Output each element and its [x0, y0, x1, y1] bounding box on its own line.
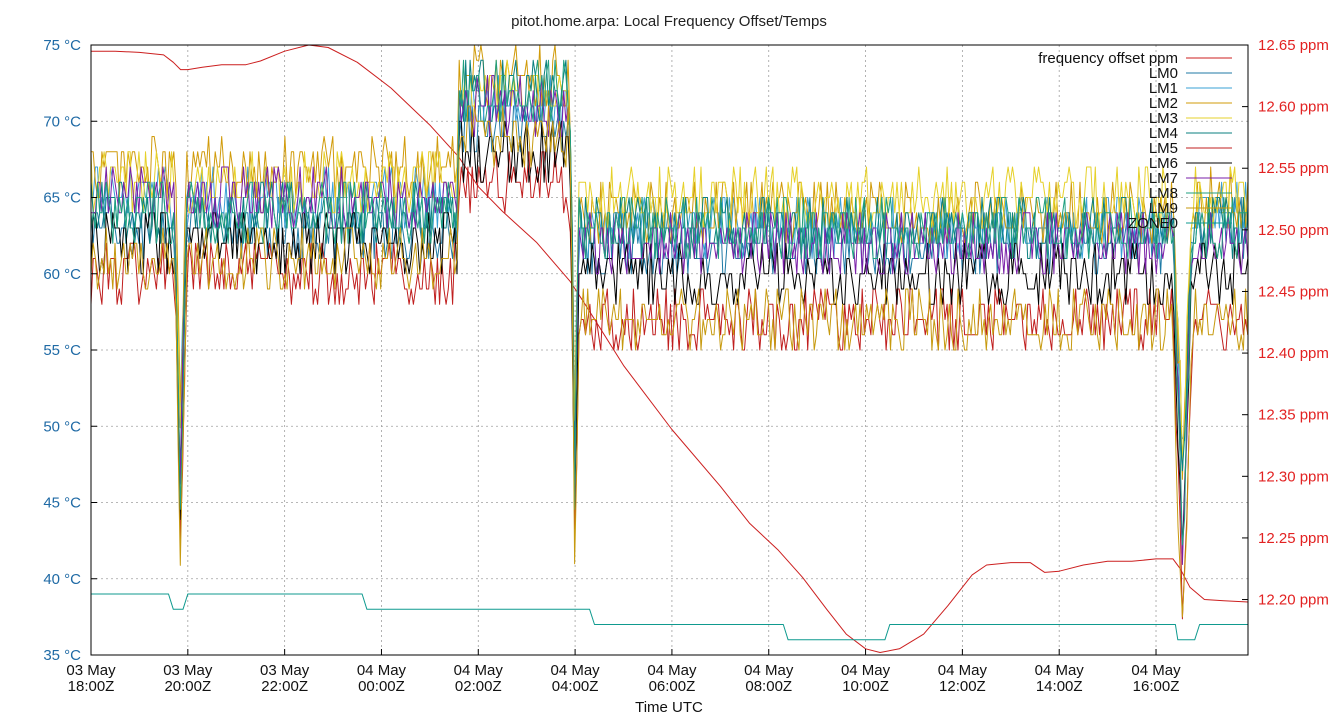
x-tick-label: 04:00Z: [552, 678, 599, 695]
y-right-tick-label: 12.30 ppm: [1258, 468, 1329, 485]
legend-label: ZONE0: [1128, 215, 1178, 232]
x-axis-label: Time UTC: [635, 699, 703, 716]
legend-label: LM2: [1149, 95, 1178, 112]
series-line-frequency-offset-ppm: [91, 44, 1249, 653]
series-line-lm2: [91, 44, 1249, 480]
y-left-tick-label: 40 °C: [43, 571, 81, 588]
y-left-tick-label: 45 °C: [43, 495, 81, 512]
y-left-tick-label: 60 °C: [43, 266, 81, 283]
legend-label: LM8: [1149, 185, 1178, 202]
x-tick-label: 04 May: [647, 662, 697, 679]
x-tick-label: 08:00Z: [745, 678, 792, 695]
y-left-tick-label: 55 °C: [43, 342, 81, 359]
y-right-tick-label: 12.65 ppm: [1258, 37, 1329, 54]
legend-label: LM1: [1149, 80, 1178, 97]
series-line-lm0: [90, 90, 1248, 474]
x-tick-label: 16:00Z: [1133, 678, 1180, 695]
y-right-tick-label: 12.40 ppm: [1258, 345, 1329, 362]
plot-frame: [90, 44, 1249, 656]
x-tick-label: 03 May: [260, 662, 310, 679]
plot-series: [90, 44, 1249, 653]
y-left-tick-label: 65 °C: [43, 190, 81, 207]
y-left-tick-label: 50 °C: [43, 418, 81, 435]
x-tick-label: 04 May: [744, 662, 794, 679]
x-tick-label: 04 May: [550, 662, 600, 679]
y-right-tick-label: 12.55 ppm: [1258, 160, 1329, 177]
y-right-tick-label: 12.50 ppm: [1258, 222, 1329, 239]
x-tick-label: 04 May: [454, 662, 504, 679]
legend-label: LM4: [1149, 125, 1178, 142]
x-tick-label: 04 May: [938, 662, 988, 679]
y-right-tick-label: 12.20 ppm: [1258, 592, 1329, 609]
x-tick-label: 22:00Z: [261, 678, 308, 695]
legend-label: LM3: [1149, 110, 1178, 127]
x-tick-label: 04 May: [1131, 662, 1181, 679]
grid: [90, 44, 1248, 656]
y-left-tick-label: 70 °C: [43, 113, 81, 130]
x-tick-label: 04 May: [841, 662, 891, 679]
axes: 35 °C 40 °C 45 °C 50 °C 55 °C 60 °C 65 °C 70 °C…: [43, 37, 1329, 695]
x-tick-label: 04 May: [1035, 662, 1085, 679]
x-tick-label: 00:00Z: [358, 678, 405, 695]
x-tick-label: 03 May: [163, 662, 213, 679]
legend-label: frequency offset ppm: [1038, 50, 1178, 67]
chart-title: pitot.home.arpa: Local Frequency Offset/…: [511, 13, 827, 30]
x-tick-label: 18:00Z: [68, 678, 115, 695]
x-tick-label: 20:00Z: [164, 678, 211, 695]
x-tick-label: 12:00Z: [939, 678, 986, 695]
legend-label: LM6: [1149, 155, 1178, 172]
legend: frequency offset ppmLM0LM1LM2LM3LM4LM5LM…: [1038, 50, 1232, 232]
x-tick-label: 03 May: [66, 662, 116, 679]
y-left-tick-label: 35 °C: [43, 647, 81, 664]
legend-label: LM5: [1149, 140, 1178, 157]
y-right-tick-label: 12.45 ppm: [1258, 283, 1329, 300]
legend-label: LM0: [1149, 65, 1178, 82]
y-right-tick-label: 12.35 ppm: [1258, 407, 1329, 424]
series-line-lm8: [90, 59, 1248, 546]
y-left-tick-label: 75 °C: [43, 37, 81, 54]
x-tick-label: 10:00Z: [842, 678, 889, 695]
series-line-lm3: [90, 59, 1248, 461]
x-tick-label: 04 May: [357, 662, 407, 679]
y-right-tick-label: 12.25 ppm: [1258, 530, 1329, 547]
x-tick-label: 14:00Z: [1036, 678, 1083, 695]
y-right-tick-label: 12.60 ppm: [1258, 99, 1329, 116]
legend-label: LM7: [1149, 170, 1178, 187]
x-tick-label: 06:00Z: [649, 678, 696, 695]
series-line-lm9: [90, 105, 1249, 618]
series-line-zone0: [91, 593, 1248, 641]
x-tick-label: 02:00Z: [455, 678, 502, 695]
legend-label: LM9: [1149, 200, 1178, 217]
